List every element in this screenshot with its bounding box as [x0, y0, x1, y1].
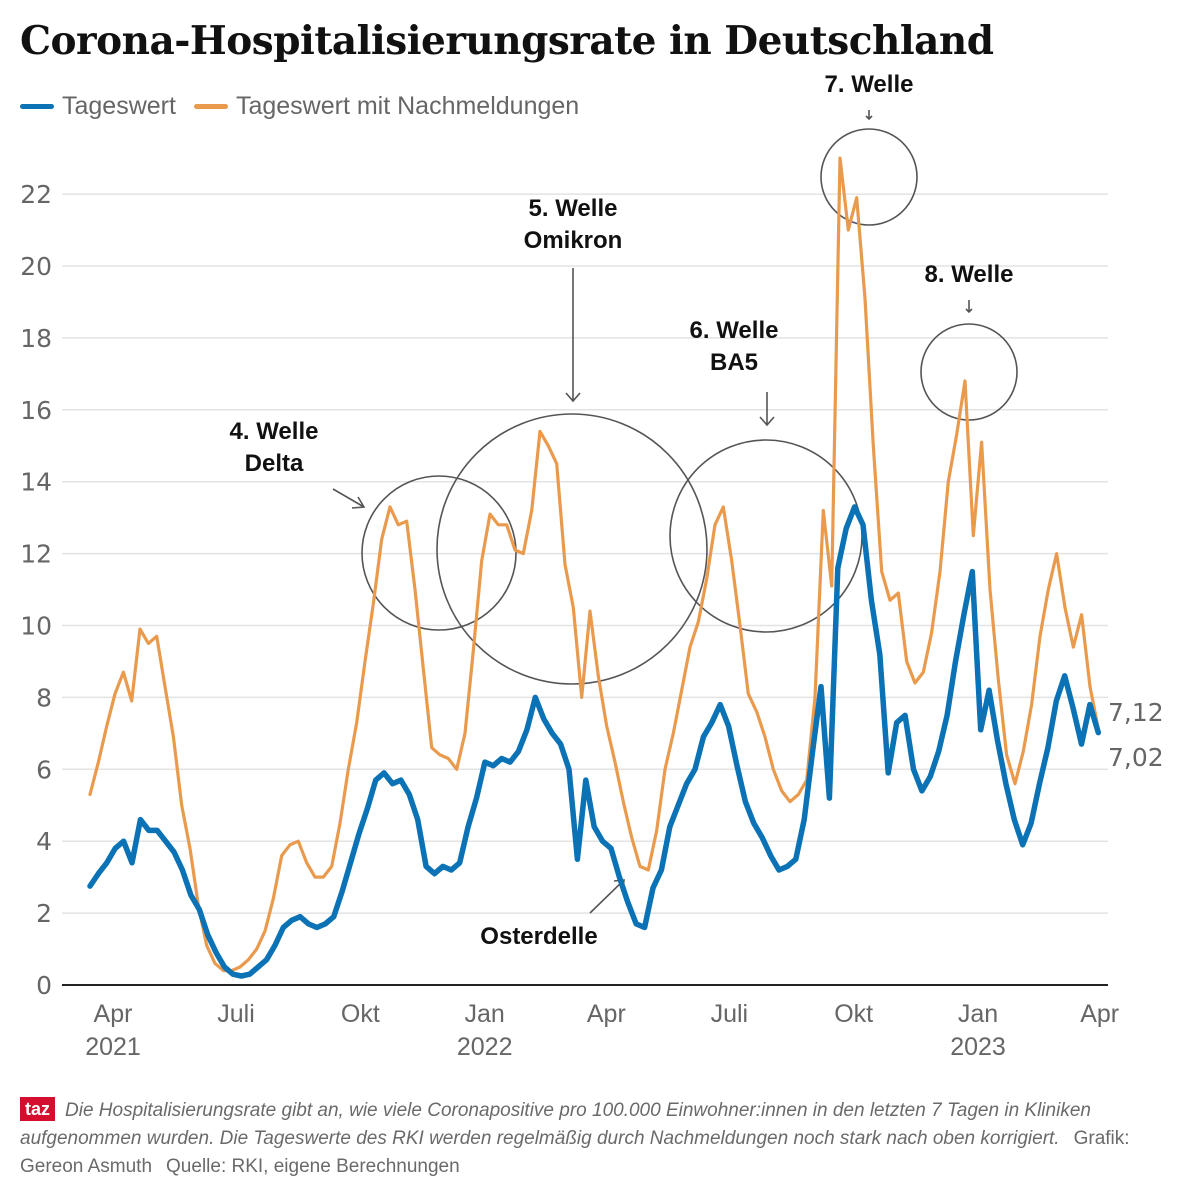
x-axis-ticks: Apr 2021 Juli Okt Jan 2022 Apr Juli Okt Jan 2023 Ap…	[85, 1000, 1119, 1061]
y-tick-label: 16	[20, 396, 52, 425]
taz-logo: taz	[20, 1097, 56, 1121]
annotation-circle-welle7	[820, 128, 918, 226]
annotation-label: 8. Welle	[925, 261, 1014, 288]
x-tick-year: 2022	[457, 1033, 513, 1061]
legend-label: Tageswert mit Nachmeldungen	[235, 92, 580, 120]
y-tick-label: 18	[20, 324, 52, 353]
x-tick-label: Juli	[217, 1000, 255, 1028]
footer-note: taz Die Hospitalisierungsrate gibt an, wi…	[20, 1097, 1091, 1149]
annotation-arrow	[759, 392, 775, 427]
x-tick-label: Apr	[94, 1000, 133, 1028]
x-tick-label: Juli	[711, 1000, 749, 1028]
end-label-nachmeldungen: 7,12	[1108, 698, 1164, 727]
annotation-arrow	[565, 268, 581, 403]
y-tick-label: 10	[20, 612, 52, 641]
series-lines	[87, 156, 1102, 979]
annotation-arrow	[332, 488, 366, 509]
y-tick-label: 20	[20, 252, 52, 281]
legend-item-nachmeldungen: Tageswert mit Nachmeldungen	[193, 92, 580, 121]
annotation-arrow	[965, 300, 973, 314]
annotation-label: Omikron	[524, 227, 623, 254]
annotation-label: 5. Welle	[529, 195, 618, 222]
y-tick-label: 12	[20, 540, 52, 569]
y-tick-label: 0	[36, 971, 52, 1000]
x-tick-year: 2023	[950, 1033, 1006, 1061]
y-axis-ticks: 0 2 4 6 8 10 12 14 16 18 20 22	[20, 180, 52, 1000]
x-tick-label: Okt	[341, 1000, 380, 1028]
series-line-tageswert	[87, 504, 1102, 979]
footer: taz Die Hospitalisierungsrate gibt an, wi…	[20, 1097, 1180, 1181]
footer-grafik: Grafik: Gereon Asmuth	[20, 1128, 1130, 1177]
annotation-arrow	[589, 879, 625, 914]
x-tick-label: Jan	[958, 1000, 998, 1028]
annotation-label: BA5	[710, 349, 758, 376]
y-tick-label: 6	[36, 755, 52, 784]
x-tick-year: 2021	[85, 1033, 141, 1061]
x-tick-label: Apr	[1080, 1000, 1119, 1028]
y-tick-label: 4	[36, 827, 52, 856]
gridlines	[62, 193, 1108, 986]
end-label-tageswert: 7,02	[1108, 743, 1164, 772]
annotation-circle-welle5	[436, 413, 708, 685]
footer-quelle: Quelle: RKI, eigene Berechnungen	[166, 1156, 460, 1177]
annotation-arrow	[865, 110, 873, 121]
y-tick-label: 14	[20, 468, 52, 497]
x-tick-label: Apr	[587, 1000, 626, 1028]
legend-swatch-blue	[20, 104, 54, 109]
y-tick-label: 2	[36, 899, 52, 928]
annotation-label: 6. Welle	[690, 317, 779, 344]
x-tick-label: Okt	[834, 1000, 873, 1028]
annotation-label: 7. Welle	[825, 71, 914, 98]
chart-title: Corona-Hospitalisierungsrate in Deutschl…	[20, 18, 994, 64]
legend-item-tageswert: Tageswert	[20, 92, 176, 121]
x-tick-label: Jan	[465, 1000, 505, 1028]
annotation-label: 4. Welle	[230, 418, 319, 445]
legend-label: Tageswert	[62, 92, 176, 120]
end-labels: 7,12 7,02	[1108, 698, 1164, 772]
legend-swatch-orange	[193, 104, 228, 109]
footer-note-text: Die Hospitalisierungsrate gibt an, wie v…	[20, 1100, 1091, 1149]
annotation-circle-welle4	[361, 475, 517, 631]
annotations: 4. Welle Delta 5. Welle Omikron 6. Welle BA5 7…	[230, 71, 1018, 950]
annotation-label: Osterdelle	[480, 923, 597, 950]
y-tick-label: 22	[20, 180, 52, 209]
series-line-nachmeldungen	[88, 156, 1100, 973]
legend: Tageswert Tageswert mit Nachmeldungen	[20, 92, 597, 121]
y-tick-label: 8	[36, 683, 52, 712]
annotation-circle-welle8	[920, 323, 1018, 421]
annotation-label: Delta	[245, 450, 304, 477]
